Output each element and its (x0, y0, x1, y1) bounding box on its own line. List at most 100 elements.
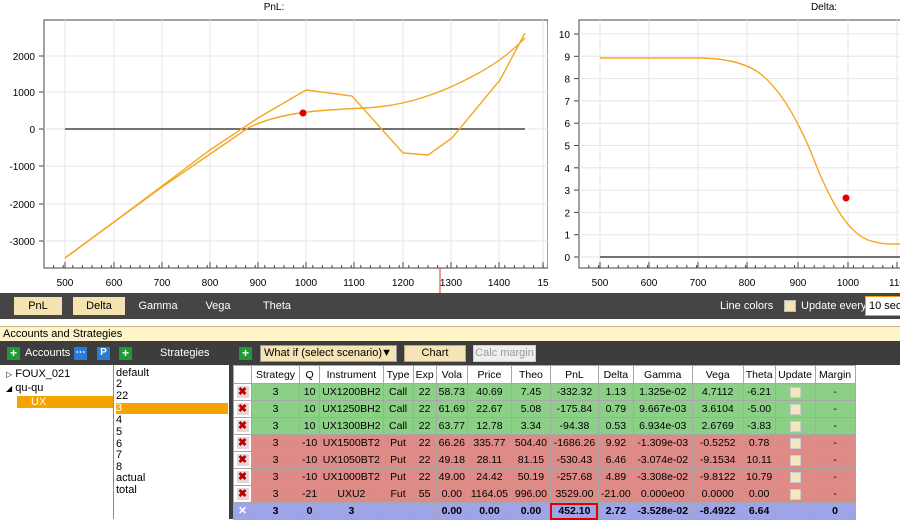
update-checkbox[interactable] (789, 437, 801, 449)
tab-delta[interactable]: Delta (73, 297, 125, 315)
account-foux-021[interactable]: ▷ FOUX_021 (6, 368, 70, 381)
strategy-item[interactable]: 4 (116, 414, 123, 426)
pnl-x-tick-label: 1100 (343, 278, 365, 289)
strategy-item[interactable]: 3 (116, 403, 228, 414)
table-cell: 55 (412, 485, 437, 503)
position-row[interactable]: ✖ 3 -21 UXU2 Fut 55 0.00 1164.05 996.00 3529.00 -2… (233, 485, 856, 503)
tab-gamma[interactable]: Gamma (138, 300, 178, 312)
column-header[interactable]: Gamma (632, 365, 693, 384)
position-row[interactable]: ✖ 3 10 UX1200BH2 Call 22 58.73 40.69 7.45 -332.32… (233, 383, 856, 401)
strategy-item[interactable]: 2 (116, 378, 123, 390)
delta-x-tick-label: 700 (690, 278, 707, 289)
table-cell: 22 (412, 451, 437, 469)
column-header[interactable]: Margin (814, 365, 856, 384)
position-row[interactable]: ✖ 3 -10 UX1000BT2 Put 22 49.00 24.42 50.19 -257.6… (233, 468, 856, 486)
p-icon[interactable]: P (97, 347, 110, 360)
delete-icon[interactable]: ✖ (236, 454, 249, 466)
table-cell: 22 (412, 434, 437, 452)
update-checkbox[interactable] (789, 488, 801, 500)
update-checkbox[interactable] (789, 420, 801, 432)
tab-pnl[interactable]: PnL (14, 297, 62, 315)
table-cell: 10.11 (742, 451, 776, 469)
chart-tab-bar: PnL Delta Gamma Vega Theta Line colors U… (0, 293, 900, 319)
column-header[interactable]: Type (382, 365, 414, 384)
account-qu-qu[interactable]: ◢ qu-qu (6, 382, 43, 395)
strategy-item[interactable]: 6 (116, 438, 123, 450)
table-cell: Call (382, 417, 414, 435)
add-position-icon[interactable]: + (239, 347, 252, 360)
chart-button[interactable]: Chart (404, 345, 466, 362)
pnl-chart-svg: PnL: 2000 1000 0 -1000 -2000 -3000 500 600 700 8… (9, 2, 549, 293)
delete-row-cell: ✖ (233, 400, 252, 418)
update-every-input[interactable]: 10 sec (865, 296, 900, 316)
update-every-checkbox[interactable] (784, 300, 796, 312)
pnl-y-tick-label: -1000 (9, 162, 35, 173)
table-cell: -10 (298, 468, 321, 486)
position-row[interactable]: ✖ 3 10 UX1300BH2 Call 22 63.77 12.78 3.34 -94.38 0… (233, 417, 856, 435)
tab-theta[interactable]: Theta (262, 300, 292, 312)
column-header[interactable]: Strategy (251, 365, 300, 384)
table-cell: 6.64 (742, 502, 776, 520)
more-options-icon[interactable]: ⋯ (74, 347, 87, 360)
delete-row-cell: ✖ (233, 451, 252, 469)
table-cell: - (814, 468, 856, 486)
update-checkbox[interactable] (789, 386, 801, 398)
strategy-item[interactable]: default (116, 367, 150, 379)
delete-icon[interactable]: ✖ (236, 437, 249, 449)
tab-vega[interactable]: Vega (205, 300, 231, 312)
strategy-item[interactable]: 8 (116, 461, 123, 473)
delta-y-tick-label: 3 (564, 186, 570, 197)
strategy-item[interactable]: actual (116, 472, 146, 484)
position-row[interactable]: ✖ 3 -10 UX1050BT2 Put 22 49.18 28.11 81.15 -530.4… (233, 451, 856, 469)
delete-icon[interactable]: ✖ (236, 471, 249, 483)
delete-icon[interactable]: ✖ (236, 403, 249, 415)
add-account-icon[interactable]: + (7, 347, 20, 360)
column-header[interactable]: PnL (549, 365, 599, 384)
strategy-item[interactable]: 5 (116, 426, 123, 438)
calc-margin-button[interactable]: Calc margin (473, 345, 536, 362)
table-cell: 5.08 (510, 400, 551, 418)
delete-icon[interactable]: ✖ (236, 420, 249, 432)
table-cell: 0.78 (742, 434, 776, 452)
line-colors-link[interactable]: Line colors (720, 300, 774, 312)
table-cell: 40.69 (466, 383, 512, 401)
pane-splitter[interactable] (229, 341, 233, 519)
account-ux[interactable]: UX (17, 396, 113, 408)
strategy-item[interactable]: 7 (116, 449, 123, 461)
column-header[interactable]: Delta (597, 365, 634, 384)
column-header[interactable]: Theo (510, 365, 551, 384)
table-cell: 81.15 (510, 451, 551, 469)
column-header[interactable]: Instrument (319, 365, 384, 384)
column-header[interactable] (233, 365, 252, 384)
table-cell: 3 (251, 417, 300, 435)
pnl-y-tick-label: 2000 (13, 52, 36, 63)
column-header[interactable]: Update (774, 365, 816, 384)
update-checkbox[interactable] (789, 471, 801, 483)
column-header[interactable]: Price (466, 365, 512, 384)
delete-icon[interactable]: ✖ (236, 386, 249, 398)
table-cell: 1.325e-02 (632, 383, 693, 401)
column-header[interactable]: Theta (742, 365, 776, 384)
position-row[interactable]: ✖ 3 -10 UX1500BT2 Put 22 66.26 335.77 504.40 -168… (233, 434, 856, 452)
column-header[interactable]: Vega (691, 365, 744, 384)
table-cell: UXU2 (319, 485, 384, 503)
update-checkbox[interactable] (789, 403, 801, 415)
expanded-arrow-icon: ◢ (6, 384, 13, 393)
table-cell: UX1500BT2 (319, 434, 384, 452)
delete-icon[interactable]: ✖ (236, 488, 249, 500)
position-row[interactable]: ✖ 3 10 UX1250BH2 Call 22 61.69 22.67 5.08 -175.84… (233, 400, 856, 418)
table-cell: UX1200BH2 (319, 383, 384, 401)
column-header[interactable]: Q (298, 365, 321, 384)
column-header[interactable]: Vola (435, 365, 468, 384)
update-checkbox[interactable] (789, 454, 801, 466)
strategy-item[interactable]: 22 (116, 390, 129, 402)
table-cell: 1164.05 (466, 485, 512, 503)
delta-y-tick-label: 8 (564, 75, 570, 86)
table-cell: 0 (814, 502, 856, 520)
table-cell: -1686.26 (549, 434, 599, 452)
table-cell: 9.667e-03 (632, 400, 693, 418)
add-strategy-icon[interactable]: + (119, 347, 132, 360)
scenario-select[interactable]: What if (select scenario) ▼ (260, 345, 397, 362)
strategy-item[interactable]: total (116, 484, 137, 496)
column-header[interactable]: Exp (412, 365, 437, 384)
